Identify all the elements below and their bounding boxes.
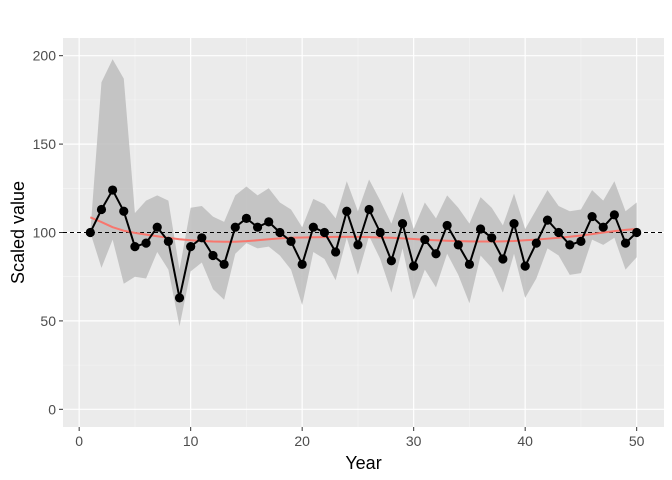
x-tick-label: 30 <box>406 433 422 449</box>
data-point <box>565 240 575 250</box>
y-tick-label: 150 <box>33 136 57 152</box>
data-point <box>108 185 118 195</box>
data-point <box>397 219 408 229</box>
data-point <box>442 220 452 231</box>
x-axis-ticks: 0 10 20 30 40 50 <box>75 427 645 449</box>
y-axis-title: Scaled value <box>8 181 28 284</box>
data-point <box>520 261 530 271</box>
data-point <box>286 236 296 246</box>
data-point <box>598 222 608 232</box>
data-point <box>353 240 363 250</box>
y-tick-label: 50 <box>40 313 56 329</box>
data-point <box>375 227 385 238</box>
data-point <box>230 222 240 232</box>
data-point <box>275 227 285 238</box>
data-point <box>620 238 631 248</box>
data-point <box>241 213 252 223</box>
y-tick-label: 100 <box>33 225 57 241</box>
y-axis-ticks: 0 50 100 150 200 <box>33 48 63 417</box>
data-point <box>252 222 263 232</box>
x-tick-label: 10 <box>183 433 199 449</box>
data-point <box>409 261 419 271</box>
data-point <box>85 227 95 238</box>
data-point <box>386 256 396 266</box>
data-point <box>431 249 441 259</box>
data-point <box>208 250 218 261</box>
data-point <box>576 236 586 246</box>
x-tick-label: 0 <box>75 433 83 449</box>
data-point <box>342 206 352 216</box>
data-point <box>509 219 519 229</box>
data-point <box>319 227 330 238</box>
x-tick-label: 40 <box>517 433 533 449</box>
y-tick-label: 200 <box>33 48 57 64</box>
y-tick-label: 0 <box>48 401 56 417</box>
data-point <box>475 224 486 234</box>
data-point <box>152 222 162 232</box>
data-point <box>331 247 341 257</box>
data-point <box>632 227 642 238</box>
data-point <box>464 259 475 269</box>
x-tick-label: 50 <box>629 433 645 449</box>
data-point <box>542 215 553 225</box>
data-point <box>96 204 107 215</box>
smooth-trend-group <box>89 216 637 243</box>
data-point <box>364 204 374 215</box>
data-point <box>487 233 497 243</box>
data-point <box>186 242 196 252</box>
data-point <box>174 293 185 303</box>
data-point <box>420 234 430 245</box>
data-point <box>587 211 597 222</box>
data-point <box>453 240 463 250</box>
data-point <box>163 236 173 246</box>
data-point <box>308 222 318 232</box>
data-point <box>130 242 140 252</box>
data-point <box>554 227 564 238</box>
x-tick-label: 20 <box>294 433 310 449</box>
data-point <box>141 238 151 248</box>
data-point <box>119 206 129 216</box>
data-point <box>609 210 619 220</box>
data-point <box>297 259 307 269</box>
trend-line <box>89 216 637 243</box>
data-point <box>498 254 508 264</box>
data-point <box>531 238 541 248</box>
data-point <box>264 217 274 227</box>
x-axis-title: Year <box>345 453 381 473</box>
data-points <box>85 185 642 303</box>
data-point <box>197 233 207 243</box>
data-point <box>219 259 229 269</box>
